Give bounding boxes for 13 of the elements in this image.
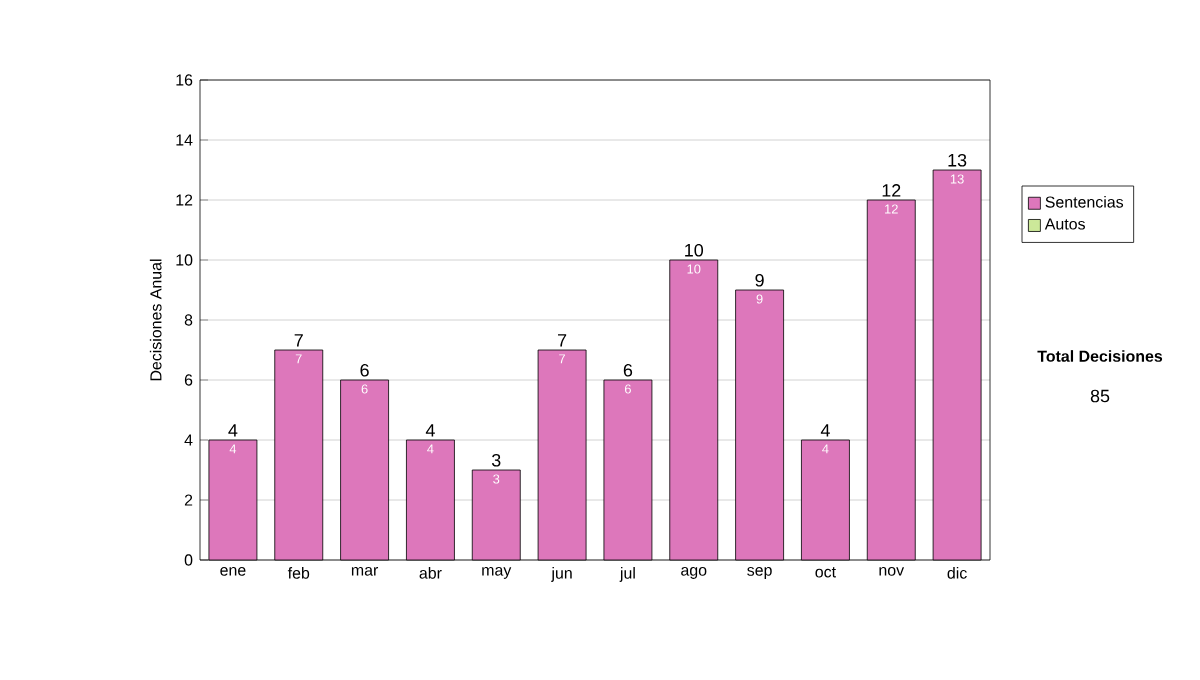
total-label: 4 <box>820 424 830 437</box>
total-label: 6 <box>360 363 369 377</box>
total-label: 13 <box>948 153 967 167</box>
total-label: 6 <box>623 363 633 377</box>
total-label: 10 <box>685 243 704 257</box>
total-label: 7 <box>294 334 303 347</box>
total-label: 4 <box>425 424 435 437</box>
text: 85 <box>1090 389 1110 403</box>
total-label: 7 <box>558 334 567 347</box>
total-label: 3 <box>491 453 501 467</box>
total-label: 4 <box>228 424 238 437</box>
total-label: 12 <box>882 184 901 197</box>
total-label: 9 <box>755 273 764 287</box>
